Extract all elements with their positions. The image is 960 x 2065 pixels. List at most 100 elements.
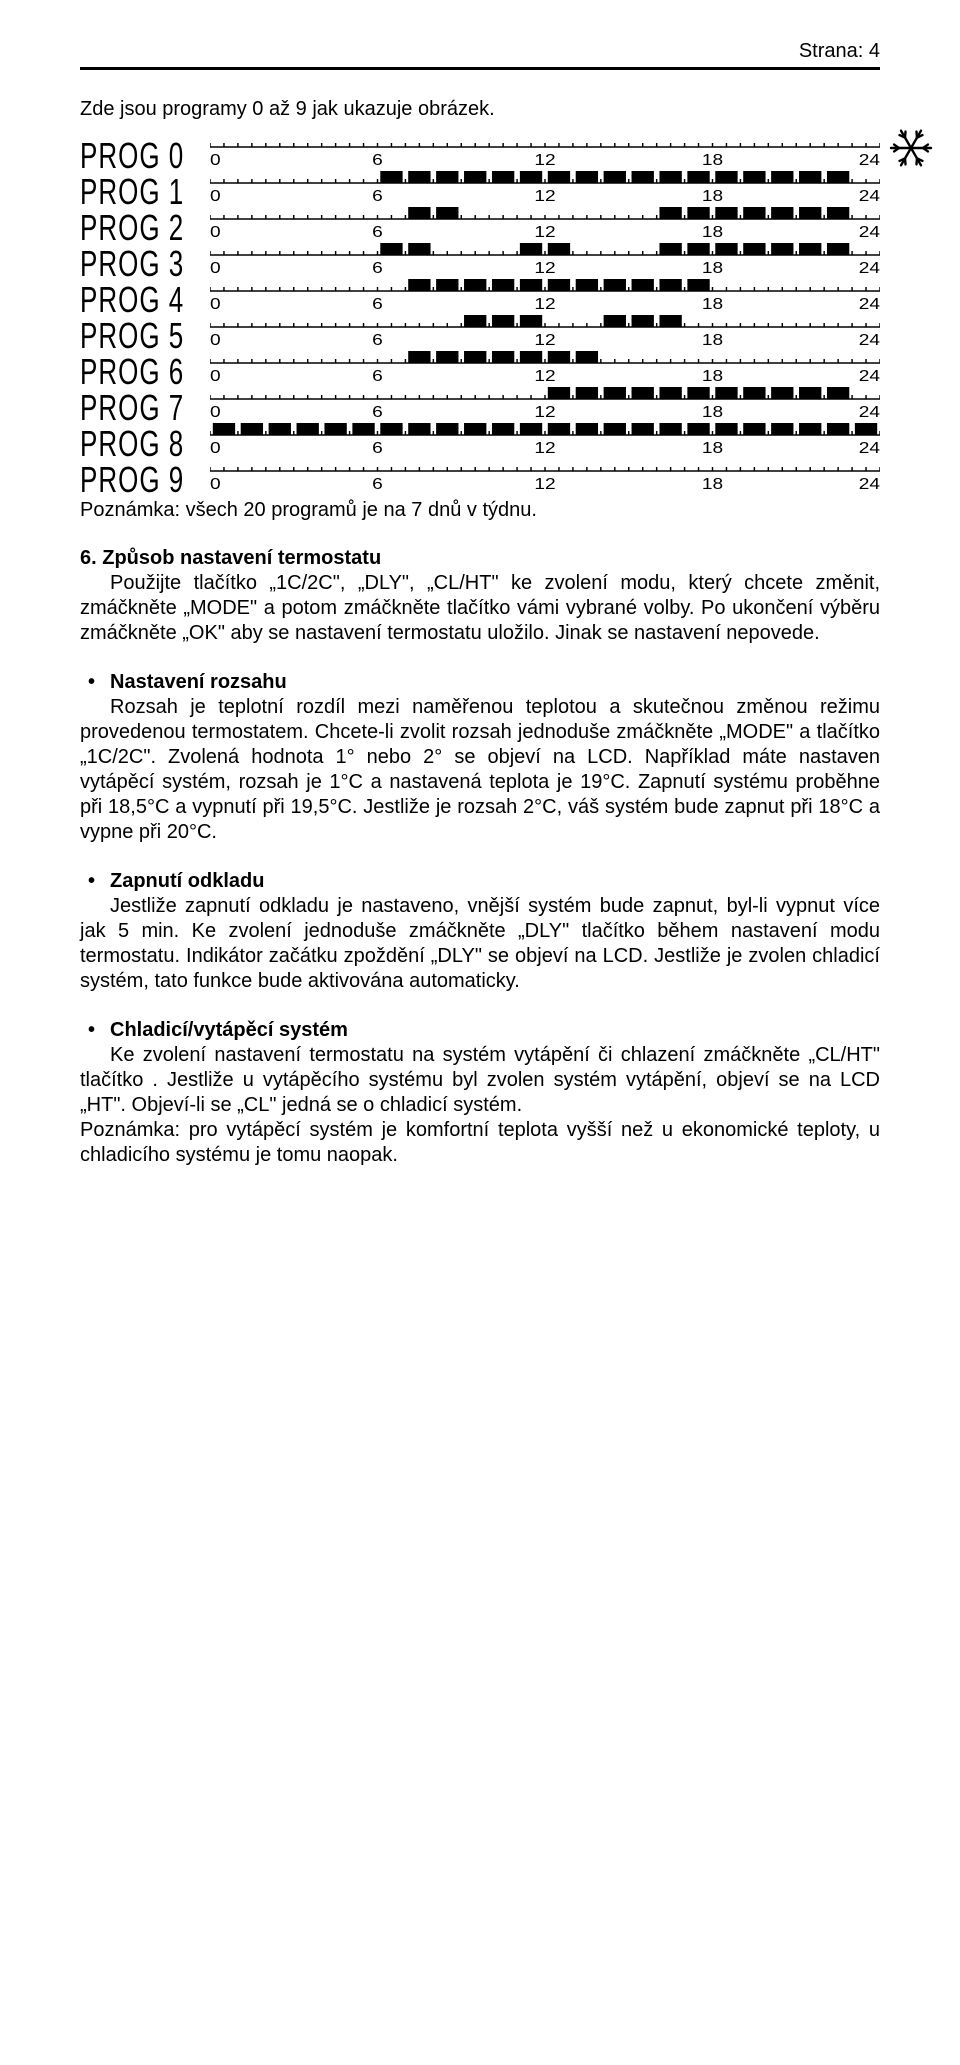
svg-text:24: 24 [859, 366, 880, 384]
section-body: Jestliže zapnutí odkladu je nastaveno, v… [80, 894, 880, 994]
snowflake-icon [886, 123, 936, 173]
program-timeline: 0 6 12 18 24 [210, 349, 880, 385]
program-timeline: 0 6 12 18 24 [210, 421, 880, 457]
svg-text:24: 24 [859, 150, 880, 168]
program-row: PROG 206121824 [80, 205, 880, 241]
svg-text:12: 12 [534, 366, 555, 384]
svg-text:18: 18 [702, 366, 723, 384]
program-timeline: 0 6 12 18 24 [210, 457, 880, 493]
section-title: Nastavení rozsahu [80, 670, 880, 695]
svg-text:6: 6 [372, 258, 383, 276]
program-timeline: 0 6 12 18 24 [210, 277, 880, 313]
svg-text:0: 0 [210, 366, 221, 384]
intro-text: Zde jsou programy 0 až 9 jak ukazuje obr… [80, 98, 880, 121]
section: Zapnutí odkladuJestliže zapnutí odkladu … [80, 869, 880, 994]
svg-text:18: 18 [702, 258, 723, 276]
program-row: PROG 106121824 [80, 169, 880, 205]
svg-text:12: 12 [534, 186, 555, 204]
svg-text:18: 18 [702, 438, 723, 456]
program-label: PROG 9 [80, 461, 210, 497]
program-label: PROG 6 [80, 353, 210, 389]
svg-text:6: 6 [372, 294, 383, 312]
section-body: Použijte tlačítko „1C/2C", „DLY", „CL/HT… [80, 571, 880, 646]
svg-text:18: 18 [702, 186, 723, 204]
svg-text:6: 6 [372, 186, 383, 204]
svg-text:12: 12 [534, 150, 555, 168]
section-title: 6. Způsob nastavení termostatu [80, 546, 880, 571]
svg-text:24: 24 [859, 438, 880, 456]
page-header: Strana: 4 [80, 40, 880, 70]
program-label: PROG 2 [80, 209, 210, 245]
svg-text:18: 18 [702, 150, 723, 168]
svg-text:12: 12 [534, 222, 555, 240]
svg-text:6: 6 [372, 330, 383, 348]
program-label: PROG 5 [80, 317, 210, 353]
svg-text:0: 0 [210, 150, 221, 168]
page: Strana: 4 Zde jsou programy 0 až 9 jak u… [0, 0, 960, 1252]
section-title: Zapnutí odkladu [80, 869, 880, 894]
svg-text:0: 0 [210, 258, 221, 276]
program-label: PROG 4 [80, 281, 210, 317]
svg-text:24: 24 [859, 330, 880, 348]
section: Nastavení rozsahuRozsah je teplotní rozd… [80, 670, 880, 845]
svg-text:0: 0 [210, 330, 221, 348]
program-timeline: 0 6 12 18 24 [210, 133, 880, 169]
svg-text:0: 0 [210, 294, 221, 312]
svg-text:12: 12 [534, 330, 555, 348]
svg-text:24: 24 [859, 474, 880, 492]
svg-text:6: 6 [372, 150, 383, 168]
svg-text:12: 12 [534, 438, 555, 456]
svg-text:24: 24 [859, 222, 880, 240]
svg-text:12: 12 [534, 258, 555, 276]
section-title: Chladicí/vytápěcí systém [80, 1018, 880, 1043]
section: Chladicí/vytápěcí systémKe zvolení nasta… [80, 1018, 880, 1168]
program-row: PROG 406121824 [80, 277, 880, 313]
program-row: PROG 906121824 [80, 457, 880, 493]
page-number: Strana: 4 [799, 40, 880, 63]
svg-text:0: 0 [210, 438, 221, 456]
program-timeline: 0 6 12 18 24 [210, 241, 880, 277]
svg-text:18: 18 [702, 402, 723, 420]
svg-text:12: 12 [534, 402, 555, 420]
svg-text:6: 6 [372, 402, 383, 420]
program-label: PROG 1 [80, 173, 210, 209]
program-row: PROG 606121824 [80, 349, 880, 385]
program-timeline: 0 6 12 18 24 [210, 205, 880, 241]
svg-text:6: 6 [372, 366, 383, 384]
svg-text:18: 18 [702, 474, 723, 492]
svg-text:6: 6 [372, 438, 383, 456]
program-timeline: 0 6 12 18 24 [210, 169, 880, 205]
program-label: PROG 3 [80, 245, 210, 281]
program-label: PROG 0 [80, 137, 210, 173]
section-body: Ke zvolení nastavení termostatu na systé… [80, 1043, 880, 1118]
svg-text:0: 0 [210, 222, 221, 240]
svg-text:0: 0 [210, 474, 221, 492]
svg-text:6: 6 [372, 474, 383, 492]
svg-text:12: 12 [534, 474, 555, 492]
program-label: PROG 8 [80, 425, 210, 461]
svg-text:0: 0 [210, 186, 221, 204]
svg-text:18: 18 [702, 294, 723, 312]
program-row: PROG 306121824 [80, 241, 880, 277]
program-label: PROG 7 [80, 389, 210, 425]
svg-text:24: 24 [859, 402, 880, 420]
svg-text:18: 18 [702, 222, 723, 240]
svg-text:18: 18 [702, 330, 723, 348]
section-footnote: Poznámka: pro vytápěcí systém je komfort… [80, 1118, 880, 1168]
svg-text:12: 12 [534, 294, 555, 312]
svg-text:6: 6 [372, 222, 383, 240]
svg-text:24: 24 [859, 258, 880, 276]
program-row: PROG 006121824 [80, 133, 880, 169]
svg-text:24: 24 [859, 294, 880, 312]
program-row: PROG 506121824 [80, 313, 880, 349]
section: 6. Způsob nastavení termostatuPoužijte t… [80, 546, 880, 646]
svg-text:24: 24 [859, 186, 880, 204]
program-table: PROG 006121824PROG 106121824PROG 2061218… [80, 133, 880, 493]
timeline-note: Poznámka: všech 20 programů je na 7 dnů … [80, 499, 880, 522]
svg-text:0: 0 [210, 402, 221, 420]
program-row: PROG 806121824 [80, 421, 880, 457]
program-timeline: 0 6 12 18 24 [210, 385, 880, 421]
program-timeline: 0 6 12 18 24 [210, 313, 880, 349]
section-body: Rozsah je teplotní rozdíl mezi naměřenou… [80, 695, 880, 845]
program-row: PROG 706121824 [80, 385, 880, 421]
